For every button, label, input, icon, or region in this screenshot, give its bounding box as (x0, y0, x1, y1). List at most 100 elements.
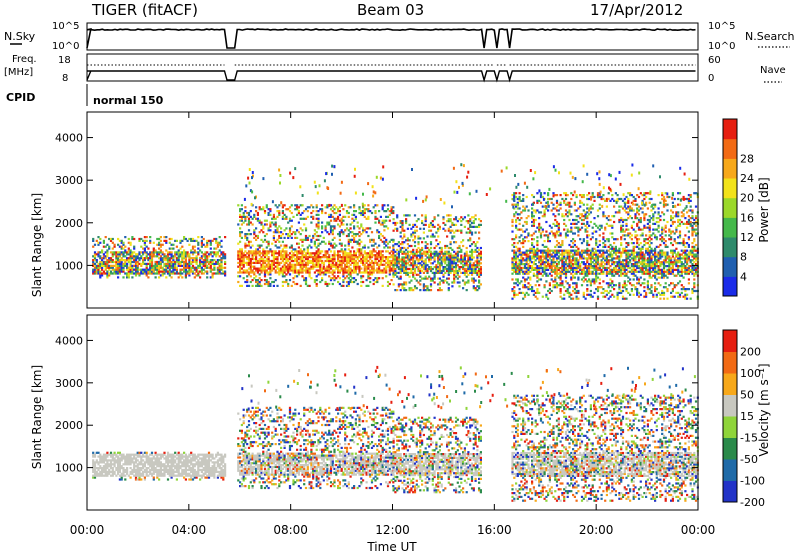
heat-cell (145, 262, 148, 265)
heat-cell (570, 197, 573, 201)
heat-cell (143, 268, 146, 271)
heat-cell (572, 245, 575, 248)
heat-cell (572, 266, 575, 270)
heat-cell (168, 253, 171, 256)
heat-cell (365, 257, 368, 261)
heat-cell (634, 203, 637, 206)
heat-cell (433, 216, 436, 219)
heat-cell (643, 289, 646, 293)
heat-cell (390, 279, 393, 282)
heat-cell (586, 251, 589, 254)
heat-cell (378, 271, 381, 274)
heat-cell (354, 256, 357, 259)
heat-cell (460, 262, 463, 265)
heat-cell (437, 229, 440, 232)
heat-cell (616, 263, 619, 266)
heat-cell (396, 262, 399, 265)
heat-cell (383, 263, 386, 266)
heat-cell (269, 248, 272, 251)
heat-cell (290, 269, 293, 272)
heat-cell (321, 208, 324, 211)
heat-cell (621, 297, 625, 300)
heat-cell (561, 240, 564, 243)
heat-cell (579, 213, 582, 216)
heat-cell (101, 272, 104, 275)
heat-cell (399, 248, 402, 251)
heat-cell (531, 247, 534, 250)
heat-cell (447, 267, 450, 271)
heat-cell (386, 227, 390, 230)
heat-cell (156, 255, 159, 258)
heat-cell (552, 213, 555, 216)
heat-cell (511, 259, 514, 262)
heat-cell (390, 256, 393, 259)
heat-cell (580, 249, 584, 252)
heat-cell (376, 217, 379, 220)
heat-cell (255, 254, 258, 257)
heat-cell (353, 254, 356, 257)
heat-cell (158, 251, 161, 254)
heat-cell (159, 266, 162, 269)
heat-cell (627, 263, 630, 266)
heat-cell (543, 286, 546, 289)
heat-cell (392, 206, 395, 209)
heat-cell (595, 272, 598, 275)
heat-cell (636, 293, 639, 296)
heat-cell (579, 217, 582, 220)
heat-cell (242, 269, 245, 272)
heat-cell (337, 257, 340, 261)
heat-cell (641, 251, 644, 254)
heat-cell (392, 244, 395, 247)
heat-cell (304, 267, 308, 270)
heat-cell (625, 195, 628, 199)
heat-cell (465, 231, 468, 234)
heat-cell (102, 255, 105, 258)
heat-cell (559, 278, 562, 281)
heat-cell (374, 269, 377, 272)
heat-cell (170, 247, 173, 250)
heat-cell (200, 245, 203, 248)
heat-cell (449, 262, 452, 265)
heat-cell (572, 257, 575, 260)
heat-cell (632, 284, 635, 287)
heat-cell (356, 248, 359, 251)
heat-cell (634, 217, 637, 220)
heat-cell (522, 205, 525, 208)
heat-cell (315, 250, 318, 253)
heat-cell (523, 220, 527, 224)
heat-cell (637, 228, 641, 231)
heat-cell (515, 255, 518, 258)
heat-cell (363, 265, 366, 268)
heat-cell (328, 254, 331, 257)
heat-cell (372, 250, 375, 253)
heat-cell (598, 203, 601, 206)
heat-cell (333, 227, 336, 230)
heat-cell (607, 263, 610, 266)
heat-cell (313, 233, 316, 236)
heat-cell (446, 250, 449, 253)
heat-cell (372, 244, 375, 247)
heat-cell (401, 266, 404, 269)
heat-cell (367, 275, 370, 278)
heat-cell (317, 250, 320, 253)
heat-cell (319, 265, 322, 268)
heat-cell (559, 276, 562, 279)
heat-cell (511, 238, 514, 241)
heat-cell (465, 246, 468, 250)
heat-cell (636, 242, 639, 245)
heat-cell (249, 275, 252, 278)
heat-cell (557, 284, 560, 287)
heat-cell (438, 289, 441, 292)
heat-cell (636, 245, 639, 248)
heat-cell (296, 208, 299, 211)
heat-cell (437, 271, 440, 274)
heat-cell (474, 279, 477, 282)
heat-cell (99, 272, 102, 275)
heat-cell (184, 237, 187, 241)
heat-cell (429, 262, 433, 265)
heat-cell (249, 267, 252, 270)
heat-cell (541, 230, 544, 233)
heat-cell (641, 270, 644, 273)
heat-cell (456, 252, 459, 255)
heat-cell (101, 262, 104, 265)
